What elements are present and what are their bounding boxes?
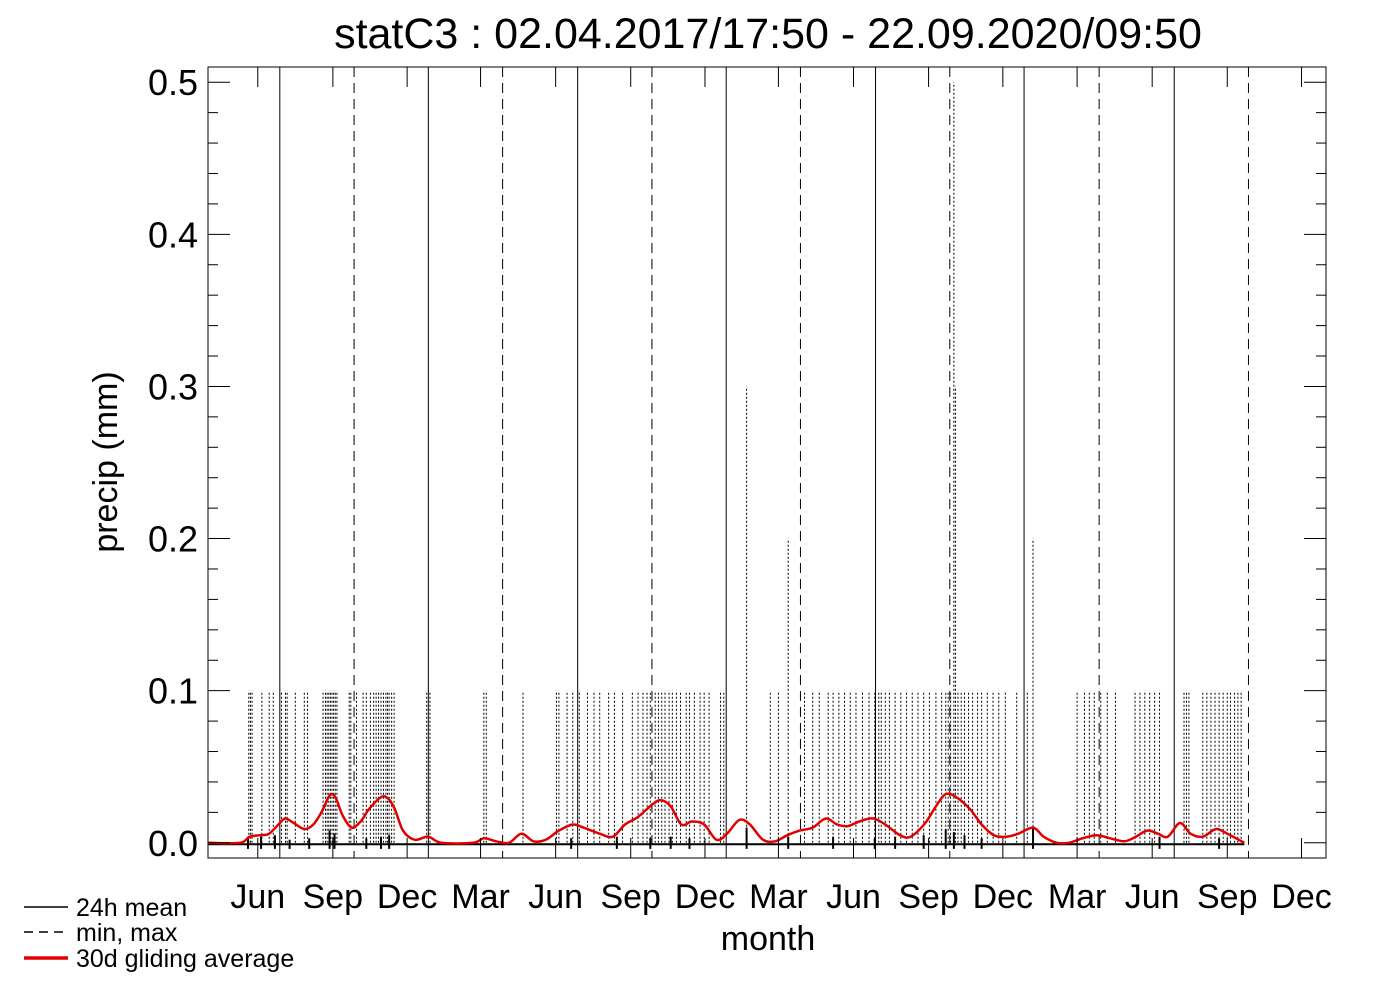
chart-title: statC3 : 02.04.2017/17:50 - 22.09.2020/0…	[334, 10, 1202, 58]
y-tick-label: 0.2	[148, 519, 198, 560]
x-tick-label: Dec	[675, 878, 735, 916]
y-tick-label: 0.4	[148, 214, 198, 255]
x-tick-label: Jun	[528, 878, 583, 916]
x-tick-label: Mar	[1048, 878, 1107, 916]
y-tick-label: 0.5	[148, 62, 198, 103]
legend-label-30d-gliding-average: 30d gliding average	[76, 945, 294, 973]
legend-label-24h-mean: 24h mean	[76, 894, 187, 922]
x-tick-label: Sep	[303, 878, 364, 916]
x-tick-label: Sep	[898, 878, 959, 916]
y-axis-label: precip (mm)	[87, 371, 125, 552]
x-tick-label: Jun	[826, 878, 881, 916]
legend-label-min-max: min, max	[76, 919, 178, 947]
month-guide-lines	[279, 67, 1249, 858]
x-tick-label: Sep	[1197, 878, 1258, 916]
plot-frame	[207, 66, 1327, 859]
x-tick-label: Dec	[377, 878, 437, 916]
series-24h-mean	[208, 827, 1245, 849]
x-axis-ticks: Jun Sep Dec Mar Jun Sep Dec Mar Jun Sep Dec Mar Jun S…	[230, 67, 1332, 916]
x-tick-label: Jun	[230, 878, 285, 916]
series-30d-gliding-average	[207, 792, 1245, 845]
x-tick-label: Mar	[749, 878, 808, 916]
x-tick-label: Sep	[600, 878, 661, 916]
x-tick-label: Jun	[1125, 878, 1180, 916]
x-tick-label: Mar	[451, 878, 510, 916]
legend: 24h mean min, max 30d gliding average	[24, 894, 294, 973]
x-tick-label: Dec	[973, 878, 1033, 916]
gliding-average-line	[207, 792, 1245, 845]
x-tick-label: Dec	[1271, 878, 1331, 916]
x-axis-label: month	[721, 920, 816, 958]
y-tick-label: 0.0	[148, 823, 198, 864]
series-min-max	[248, 82, 1242, 843]
y-tick-label: 0.3	[148, 366, 198, 407]
y-tick-label: 0.1	[148, 671, 198, 712]
y-axis-ticks: 0.0 0.1 0.2 0.3 0.4 0.5	[148, 62, 1326, 864]
